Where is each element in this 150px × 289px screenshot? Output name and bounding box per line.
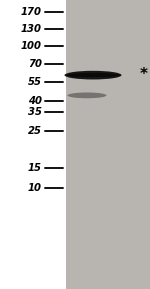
Ellipse shape [69,73,117,77]
Ellipse shape [66,73,120,77]
Ellipse shape [64,73,122,77]
Text: 170: 170 [21,7,42,16]
Text: 130: 130 [21,24,42,34]
Ellipse shape [68,73,118,77]
Ellipse shape [68,73,118,77]
Text: 15: 15 [28,163,42,173]
Ellipse shape [67,73,119,77]
Ellipse shape [66,73,120,77]
Ellipse shape [68,73,118,77]
Ellipse shape [66,73,120,77]
Bar [0,0,66,289]
Ellipse shape [68,73,118,77]
Ellipse shape [69,73,117,77]
Ellipse shape [68,92,106,98]
Ellipse shape [65,73,121,77]
Text: 40: 40 [28,96,42,105]
Ellipse shape [66,73,120,77]
Text: 35: 35 [28,107,42,117]
Text: 25: 25 [28,127,42,136]
Ellipse shape [67,73,119,77]
Ellipse shape [65,73,121,77]
Text: 70: 70 [28,59,42,68]
Ellipse shape [64,71,122,79]
Text: 100: 100 [21,41,42,51]
Text: 10: 10 [28,183,42,193]
Bar [66,0,150,289]
Text: 55: 55 [28,77,42,87]
Text: *: * [140,67,148,82]
